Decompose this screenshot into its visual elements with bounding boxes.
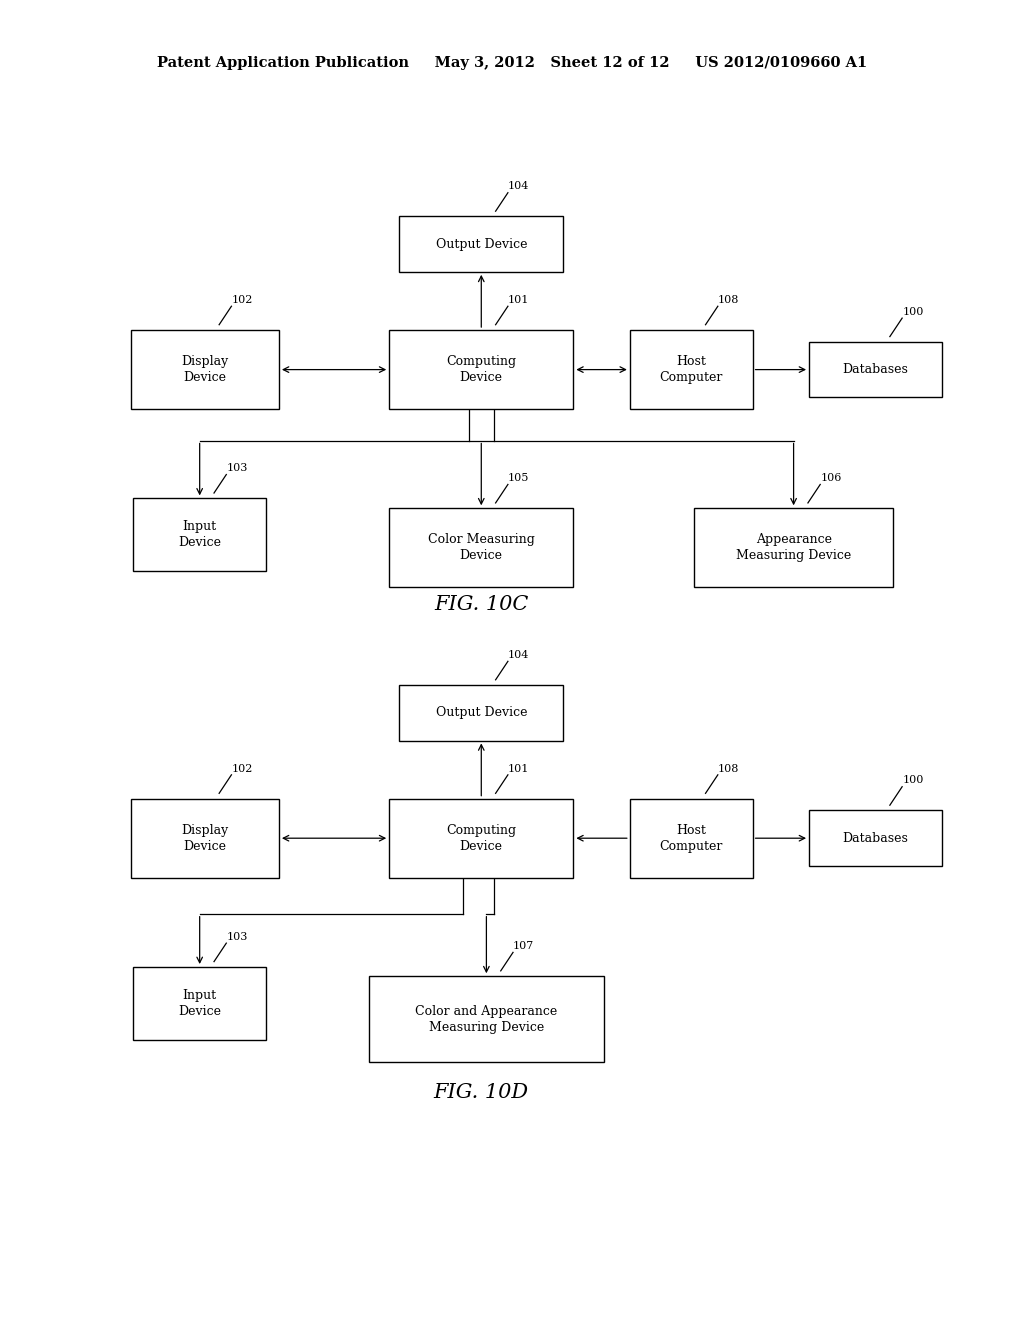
Bar [133,498,266,570]
Text: FIG. 10D: FIG. 10D [434,1084,528,1102]
Text: Databases: Databases [843,832,908,845]
Text: 105: 105 [508,473,529,483]
Text: 103: 103 [226,932,248,942]
Bar [131,330,279,409]
Text: 101: 101 [508,763,529,774]
Text: Databases: Databases [843,363,908,376]
Text: Appearance
Measuring Device: Appearance Measuring Device [736,533,851,562]
Text: FIG. 10C: FIG. 10C [434,595,528,614]
Text: Output Device: Output Device [435,706,527,719]
Text: 103: 103 [226,463,248,474]
Text: 100: 100 [902,775,924,785]
Text: Input
Device: Input Device [178,520,221,549]
Bar [630,330,753,409]
Text: Color and Appearance
Measuring Device: Color and Appearance Measuring Device [416,1005,557,1034]
Text: Output Device: Output Device [435,238,527,251]
Text: 106: 106 [820,473,842,483]
Bar [133,966,266,1040]
Text: Patent Application Publication     May 3, 2012   Sheet 12 of 12     US 2012/0109: Patent Application Publication May 3, 20… [157,57,867,70]
Bar [399,216,563,272]
Text: Host
Computer: Host Computer [659,355,723,384]
Bar [809,810,942,866]
Text: 101: 101 [508,294,529,305]
Text: 107: 107 [513,941,535,950]
Bar [694,508,893,587]
Text: Display
Device: Display Device [181,355,228,384]
Text: Input
Device: Input Device [178,989,221,1018]
Text: 102: 102 [231,763,253,774]
Text: 108: 108 [718,294,739,305]
Bar [389,508,573,587]
Text: Color Measuring
Device: Color Measuring Device [428,533,535,562]
Text: 108: 108 [718,763,739,774]
Text: Computing
Device: Computing Device [446,355,516,384]
Bar [809,342,942,397]
Bar [630,799,753,878]
Text: 104: 104 [508,181,529,191]
Text: 102: 102 [231,294,253,305]
Text: Host
Computer: Host Computer [659,824,723,853]
Bar [389,330,573,409]
Bar [369,977,604,1061]
Text: 104: 104 [508,649,529,660]
Text: 100: 100 [902,306,924,317]
Text: Display
Device: Display Device [181,824,228,853]
Text: Computing
Device: Computing Device [446,824,516,853]
Bar [399,685,563,741]
Bar [389,799,573,878]
Bar [131,799,279,878]
